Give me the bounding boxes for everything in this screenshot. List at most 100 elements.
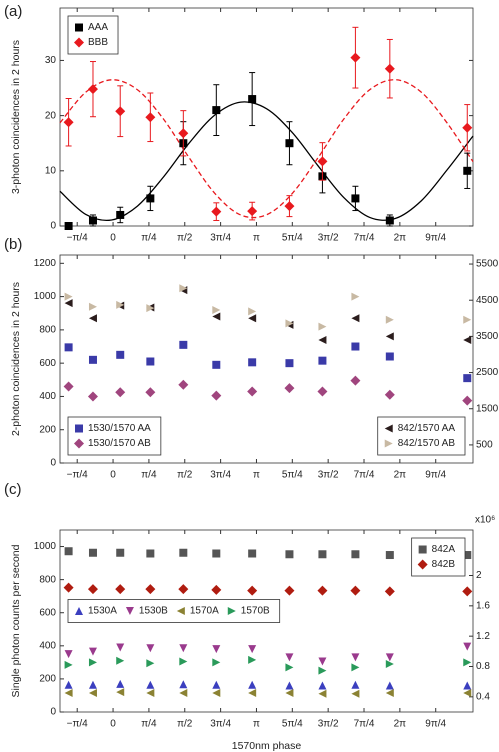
marker [318, 689, 327, 698]
marker [64, 547, 73, 556]
panel-title: (b) [4, 236, 22, 253]
legend-label: 1570B [241, 606, 270, 617]
marker [463, 374, 472, 383]
plot-frame [59, 7, 474, 227]
marker [179, 680, 188, 689]
marker [385, 352, 394, 361]
marker [146, 194, 155, 203]
legend-box [67, 599, 281, 623]
marker [350, 585, 361, 596]
marker [212, 645, 221, 654]
legend-label: BBB [88, 37, 108, 48]
plot-frame [59, 529, 474, 713]
marker [64, 650, 73, 659]
x-tick-label: 5π/4 [282, 470, 303, 481]
legend-marker [75, 424, 83, 433]
legend: 1530/1570 AA 1530/1570 AB [67, 416, 162, 456]
marker [212, 360, 221, 369]
x-tick-label: 3π/4 [210, 233, 231, 244]
x-tick-label: π/4 [141, 233, 157, 244]
legend-marker [384, 424, 393, 433]
legend-marker [125, 607, 134, 615]
x-tick-label: 7π/4 [354, 470, 375, 481]
x-tick-label: 3π/4 [210, 719, 231, 730]
x-tick-label: 9π/4 [425, 719, 446, 730]
y2-tick-label: 3500 [476, 331, 499, 342]
marker [179, 548, 188, 557]
marker [116, 300, 125, 309]
panel-title: (a) [4, 3, 22, 20]
marker [146, 357, 155, 366]
marker [179, 657, 188, 666]
legend-marker [227, 607, 236, 615]
y-axis-label: Single photon counts per second [10, 544, 22, 697]
y-tick-label: 20 [45, 110, 57, 121]
legend-marker [176, 607, 185, 615]
fit-curve [59, 79, 474, 219]
marker [212, 305, 221, 314]
y-tick-label: 400 [39, 640, 56, 651]
y-tick-label: 200 [39, 674, 56, 685]
marker [179, 284, 188, 293]
plot-frame [59, 254, 474, 464]
marker [212, 688, 221, 697]
y-tick-label: 200 [39, 424, 56, 435]
x-tick-label: 0 [110, 233, 116, 244]
marker [463, 688, 472, 697]
legend-box [411, 537, 466, 577]
marker [385, 660, 394, 669]
marker [462, 395, 473, 406]
y2-tick-label: 1.2 [476, 631, 490, 642]
marker [384, 586, 395, 597]
x-tick-label: 2π [394, 233, 407, 244]
x-tick-label: π/4 [141, 470, 157, 481]
x-tick-label: −π/4 [67, 470, 89, 481]
marker [212, 312, 221, 321]
y2-tick-label: 2 [476, 570, 482, 581]
y2-tick-label: 0.8 [476, 661, 490, 672]
marker [248, 655, 257, 664]
marker [318, 550, 327, 559]
marker [64, 660, 73, 669]
marker [116, 688, 125, 697]
marker [64, 222, 73, 230]
y2-tick-label: 5500 [476, 259, 499, 270]
marker [285, 653, 294, 662]
marker [248, 549, 257, 558]
marker [211, 206, 222, 217]
marker [88, 647, 97, 656]
y-tick-label: 1000 [34, 291, 57, 302]
y2-tick-label: 0.4 [476, 691, 490, 702]
legend-label: 842B [432, 559, 456, 570]
y2-tick-label: 2500 [476, 367, 499, 378]
marker [88, 216, 97, 225]
marker [179, 688, 188, 697]
marker [146, 644, 155, 653]
marker [351, 314, 360, 323]
marker [211, 584, 222, 595]
marker [88, 314, 97, 323]
x-tick-label: 9π/4 [425, 470, 446, 481]
x-tick-label: 9π/4 [425, 233, 446, 244]
marker [317, 386, 328, 397]
marker [88, 548, 97, 557]
marker [178, 379, 189, 390]
x-tick-label: −π/4 [67, 719, 89, 730]
marker [248, 688, 257, 697]
marker [115, 387, 126, 398]
y-tick-label: 0 [50, 221, 56, 232]
marker [463, 336, 472, 345]
y2-tick-label: 4500 [476, 295, 499, 306]
legend-box [377, 416, 466, 456]
marker [248, 314, 257, 323]
y-tick-label: 800 [39, 325, 56, 336]
x-tick-label: 3π/2 [318, 470, 339, 481]
x-tick-label: π/2 [177, 470, 193, 481]
marker [248, 645, 257, 654]
y-axis-label: 3-photon coincidences in 2 hours [10, 40, 22, 194]
legend-marker [384, 439, 393, 448]
marker [285, 319, 294, 328]
x-tick-label: π [253, 233, 260, 244]
y-tick-label: 1200 [34, 258, 57, 269]
